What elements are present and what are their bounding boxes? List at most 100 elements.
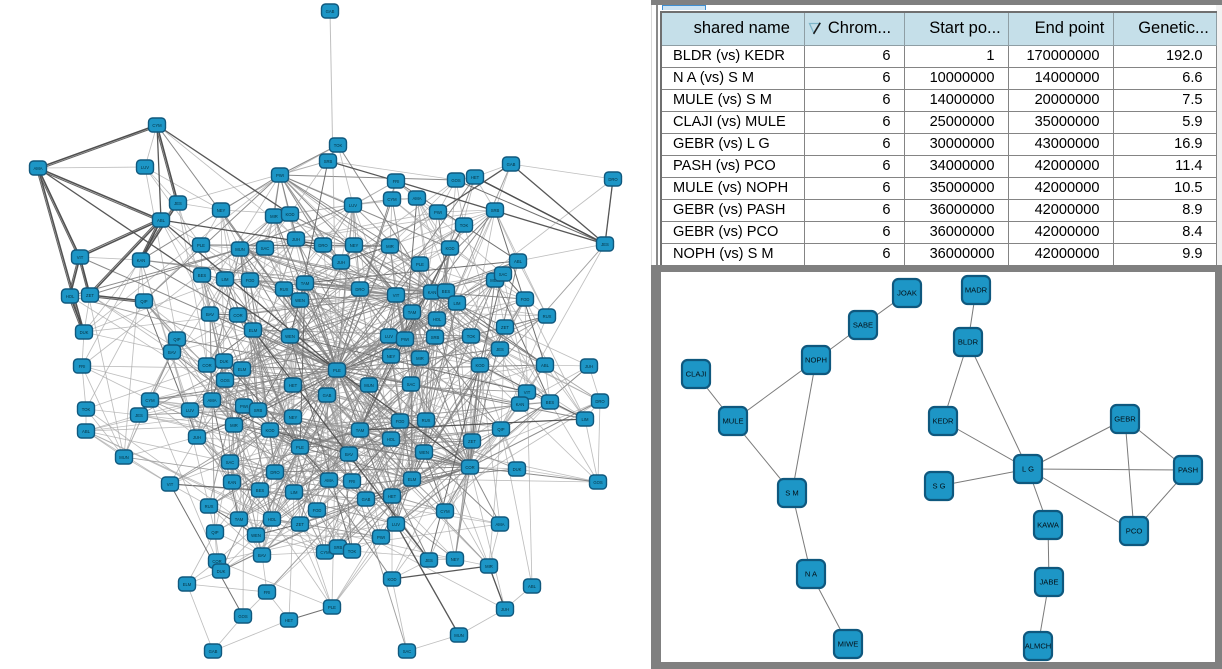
- svg-text:GAB: GAB: [209, 649, 218, 654]
- svg-text:BES: BES: [256, 488, 265, 493]
- svg-text:BAV: BAV: [206, 312, 214, 317]
- svg-text:JES: JES: [425, 558, 433, 563]
- svg-text:SRB: SRB: [254, 408, 263, 413]
- svg-text:GAB: GAB: [323, 393, 332, 398]
- svg-text:PLE: PLE: [328, 605, 336, 610]
- svg-text:SRB: SRB: [491, 208, 500, 213]
- svg-text:SAC: SAC: [403, 649, 412, 654]
- svg-text:JES: JES: [135, 413, 143, 418]
- svg-text:BAV: BAV: [168, 350, 176, 355]
- svg-text:COR: COR: [202, 363, 211, 368]
- svg-text:TAM: TAM: [235, 517, 244, 522]
- svg-text:WEN: WEN: [285, 334, 295, 339]
- svg-text:ABL: ABL: [528, 584, 537, 589]
- svg-text:DUK: DUK: [80, 330, 89, 335]
- svg-text:ELM: ELM: [238, 367, 247, 372]
- svg-text:AMA: AMA: [33, 166, 42, 171]
- svg-text:KAN: KAN: [516, 402, 525, 407]
- svg-text:ZET: ZET: [296, 522, 304, 527]
- svg-text:VIT: VIT: [77, 255, 84, 260]
- svg-text:FOD: FOD: [396, 419, 405, 424]
- svg-text:DRO: DRO: [608, 177, 618, 182]
- svg-text:JUH: JUH: [501, 607, 509, 612]
- svg-text:SRB: SRB: [431, 335, 440, 340]
- svg-text:ELM: ELM: [183, 582, 192, 587]
- svg-text:DRO: DRO: [355, 287, 365, 292]
- svg-text:QIP: QIP: [173, 337, 180, 342]
- svg-text:NEY: NEY: [217, 208, 226, 213]
- svg-text:ZET: ZET: [86, 293, 94, 298]
- svg-text:BLDR: BLDR: [958, 338, 979, 347]
- svg-text:KAN: KAN: [428, 290, 437, 295]
- svg-text:WEN: WEN: [419, 450, 429, 455]
- svg-text:MUN: MUN: [490, 278, 500, 283]
- svg-text:FOD: FOD: [246, 278, 255, 283]
- svg-text:TOK: TOK: [460, 223, 469, 228]
- svg-text:JUH: JUH: [193, 435, 201, 440]
- svg-text:MUN: MUN: [454, 633, 464, 638]
- svg-text:LUV: LUV: [349, 203, 357, 208]
- svg-text:KEDR: KEDR: [932, 417, 954, 426]
- svg-text:LUV: LUV: [186, 408, 194, 413]
- svg-text:CYM: CYM: [387, 197, 397, 202]
- svg-text:CYM: CYM: [152, 123, 162, 128]
- svg-text:TAM: TAM: [408, 310, 417, 315]
- svg-text:SRB: SRB: [324, 159, 333, 164]
- svg-text:COR: COR: [233, 313, 242, 318]
- svg-text:LIM: LIM: [454, 301, 461, 306]
- svg-text:PWI: PWI: [240, 404, 248, 409]
- svg-text:ELM: ELM: [249, 328, 258, 333]
- svg-text:FRI: FRI: [79, 364, 86, 369]
- svg-text:DUK: DUK: [217, 569, 226, 574]
- svg-text:BES: BES: [546, 400, 555, 405]
- svg-text:GAB: GAB: [362, 497, 371, 502]
- svg-text:LUV: LUV: [141, 165, 149, 170]
- svg-text:FRI: FRI: [264, 590, 271, 595]
- svg-text:LUV: LUV: [392, 522, 400, 527]
- svg-text:RUX: RUX: [543, 314, 552, 319]
- svg-text:PLE: PLE: [197, 243, 205, 248]
- svg-text:DRO: DRO: [270, 470, 280, 475]
- svg-text:TOK: TOK: [348, 549, 357, 554]
- svg-text:LIM: LIM: [222, 277, 229, 282]
- svg-text:KOD: KOD: [285, 212, 294, 217]
- svg-text:NEY: NEY: [451, 557, 460, 562]
- svg-text:PASH: PASH: [1178, 466, 1198, 475]
- svg-text:FOD: FOD: [313, 508, 322, 513]
- svg-text:ELM: ELM: [408, 477, 417, 482]
- svg-text:TAM: TAM: [356, 428, 365, 433]
- svg-text:JES: JES: [496, 347, 504, 352]
- svg-text:RUX: RUX: [280, 287, 289, 292]
- svg-text:ZET: ZET: [468, 439, 476, 444]
- svg-text:DUK: DUK: [513, 467, 522, 472]
- svg-text:BES: BES: [198, 273, 207, 278]
- svg-text:N A: N A: [805, 570, 818, 579]
- svg-text:HOL: HOL: [387, 437, 396, 442]
- svg-text:CLAJI: CLAJI: [686, 370, 707, 379]
- svg-text:JUH: JUH: [585, 364, 593, 369]
- svg-text:MIR: MIR: [485, 564, 493, 569]
- svg-text:DRO: DRO: [318, 243, 328, 248]
- svg-text:SAC: SAC: [226, 460, 235, 465]
- svg-text:MADR: MADR: [965, 286, 988, 295]
- svg-text:NEY: NEY: [350, 243, 359, 248]
- svg-text:PLE: PLE: [333, 368, 341, 373]
- svg-text:TAM: TAM: [301, 281, 310, 286]
- svg-text:PLE: PLE: [416, 262, 424, 267]
- svg-text:JES: JES: [174, 201, 182, 206]
- svg-text:NEY: NEY: [387, 354, 396, 359]
- svg-text:HOL: HOL: [268, 517, 277, 522]
- svg-text:PCO: PCO: [1126, 527, 1143, 536]
- svg-text:DUK: DUK: [220, 359, 229, 364]
- svg-text:VIT: VIT: [524, 390, 531, 395]
- svg-text:VIT: VIT: [393, 293, 400, 298]
- svg-text:L G: L G: [1022, 465, 1034, 474]
- svg-text:QIP: QIP: [140, 299, 147, 304]
- svg-text:SAC: SAC: [261, 246, 270, 251]
- svg-text:MIWE: MIWE: [838, 640, 859, 649]
- svg-text:KOD: KOD: [387, 577, 396, 582]
- svg-text:TOK: TOK: [467, 334, 476, 339]
- svg-text:DRO: DRO: [595, 399, 605, 404]
- svg-text:AMA: AMA: [495, 522, 504, 527]
- svg-text:MUN: MUN: [364, 383, 374, 388]
